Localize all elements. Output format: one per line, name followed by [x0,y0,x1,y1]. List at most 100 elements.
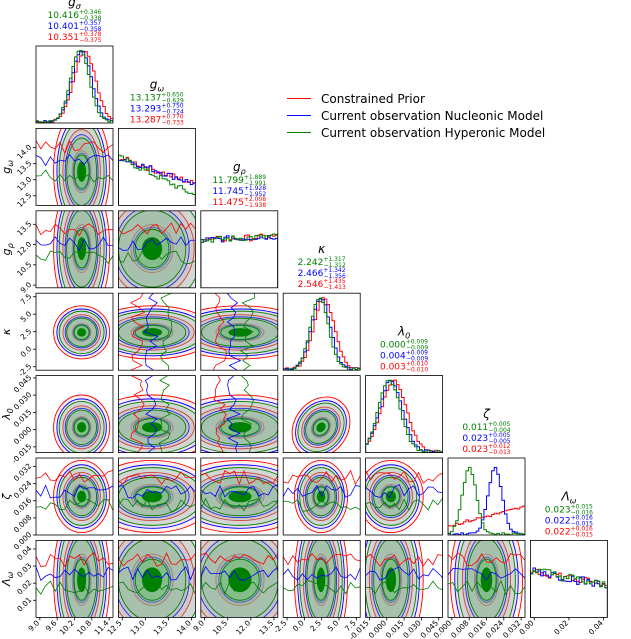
panel-g_omega-g_omega [118,127,196,206]
contour-noise [129,293,146,371]
summary-plus: +0.650 [161,91,183,98]
panel-content [53,394,111,453]
histogram-prior [283,297,361,371]
contour-core [77,237,87,261]
x-tick-label: 13.0 [129,618,147,636]
summary-minus: −0.358 [79,26,101,33]
panel-content [530,567,608,618]
contour-noise [144,375,158,453]
legend-item-hyperonic: Current observation Hyperonic Model [287,124,545,141]
panel-frame [200,210,279,289]
contour-noise [36,140,113,155]
panel-frame [118,210,196,289]
contour-noise [283,484,361,498]
contour-noise [36,470,113,483]
histogram-hyperonic [365,379,443,453]
panel-lambda0-lambda_omega [365,540,444,618]
x-tick-label: 10.5 [211,618,229,636]
panel-content [118,154,196,206]
panel-g_rho-lambda0 [200,375,279,454]
contour-core [77,422,87,433]
legend-item-prior: Constrained Prior [287,90,545,107]
histogram-hyperonic [448,466,525,535]
summary-value: 0.022+0.016 −0.015 [545,525,593,538]
contour-core [141,567,163,593]
summary-plus: +0.010 [406,361,428,368]
panel-g_omega-lambda_omega [118,540,196,618]
panel-content [200,540,278,618]
contour-core [77,161,87,182]
summary-title-kappa: κ [318,242,326,256]
summary-plus: +1.928 [244,185,266,192]
contour-noise [130,375,145,453]
summary-plus: +0.016 [571,514,593,521]
summary-plus: +0.770 [161,113,183,120]
x-tick-label: 9.6 [44,618,59,633]
summary-minus: −0.016 [571,509,593,516]
panel-g_omega-zeta [118,457,196,536]
contour-noise [365,497,443,512]
y-tick-label: 12.0 [15,239,33,257]
summary-value: 13.287+0.770 −0.733 [130,113,184,126]
panel-g_rho-lambda_omega [200,540,279,618]
panel-lambda_omega-lambda_omega [530,540,608,618]
summary-value: 13.137+0.650 −0.629 [130,91,184,104]
contour-noise [143,293,159,371]
summary-median: 10.416 [48,11,80,21]
y-tick-label: 0.024 [12,479,34,501]
panel-frame [35,457,114,536]
y-tick-label: 0.016 [12,496,34,518]
summary-minus: −0.338 [79,15,101,22]
summary-value: 11.475+2.008 −1.938 [212,196,266,209]
summary-median: 0.022 [545,527,571,537]
y-tick-label: 0.000 [12,425,34,447]
label-subscript: ω [570,496,577,505]
summary-value: 10.401+0.357 −0.358 [48,20,102,33]
panel-g_sigma-kappa [35,292,114,371]
x-tick-label: 14.0 [175,618,193,636]
contour-noise [200,552,278,565]
y-tick-label: 0.02 [15,578,33,596]
label-subscript: 0 [405,332,410,341]
contour-noise [118,498,196,513]
panel-frame [200,540,279,618]
y-tick-label: 13.5 [15,219,33,237]
contour-noise [240,375,255,453]
y-tick-label: 13.5 [15,159,33,177]
summary-minus: −1.356 [324,273,346,280]
panel-g_rho-zeta [200,457,279,536]
histogram-nucleonic [365,380,443,453]
x-tick-label: 9.0 [191,618,206,633]
contour-noise [36,250,113,264]
contour-noise [283,498,361,512]
panel-content [200,375,278,453]
panel-content [365,540,443,618]
summary-minus: −0.013 [488,449,510,456]
summary-minus: −0.005 [488,438,510,445]
panel-g_rho-g_rho [200,210,279,289]
panel-frame [200,375,279,454]
contour-noise [157,375,171,453]
contour-noise [200,469,278,486]
x-tick-label: 10.2 [58,618,76,636]
y-axis-label-g_omega: gω [0,160,15,174]
panel-g_sigma-g_rho [35,210,114,289]
contour-noise [36,153,113,167]
summary-value: 2.242+1.317 −1.312 [298,256,346,269]
summary-minus: −0.009 [406,356,428,363]
x-tick-label: 0.0 [291,618,306,633]
summary-median: 10.351 [48,33,80,43]
panel-frame [118,292,196,371]
contour-noise [365,580,443,595]
panel-g_sigma-zeta [35,457,114,536]
y-tick-label: 0.01 [15,595,33,613]
summary-title-g_sigma: gσ [68,0,82,11]
summary-median: 11.475 [212,198,244,208]
summary-plus: +1.889 [244,174,266,181]
contour-core [141,328,163,337]
histogram-hyperonic [36,49,113,123]
y-tick-label: 7.5 [19,292,34,307]
contour-noise [36,566,113,582]
panel-kappa-lambda_omega [282,540,361,618]
panel-frame [35,127,114,206]
